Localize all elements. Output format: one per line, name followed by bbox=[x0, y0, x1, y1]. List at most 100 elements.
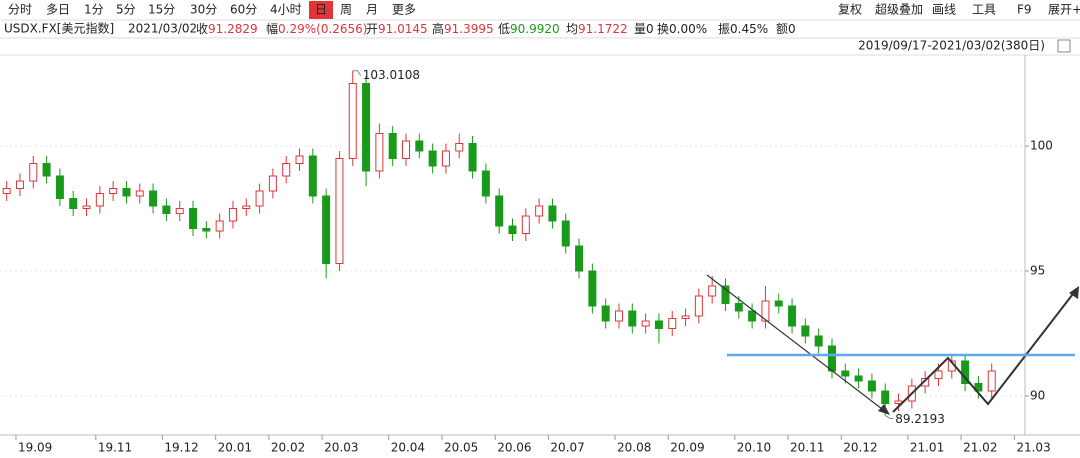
x-tick-label: 19.11 bbox=[98, 441, 132, 455]
tab[interactable]: 月 bbox=[366, 3, 378, 17]
min-pointer bbox=[884, 415, 894, 420]
candle-body bbox=[375, 133, 384, 172]
tab[interactable]: 更多 bbox=[392, 3, 416, 17]
quote-item: 开91.0145 bbox=[366, 22, 428, 36]
candle-body bbox=[694, 295, 703, 317]
candle-body bbox=[575, 245, 584, 272]
tab[interactable]: 5分 bbox=[116, 3, 136, 17]
arrow-head bbox=[1069, 286, 1079, 299]
tool[interactable]: F9 bbox=[1017, 3, 1032, 17]
candle-body bbox=[415, 140, 424, 152]
active-tab-bg bbox=[309, 1, 333, 19]
quote-item: 幅0.29%(0.2656) bbox=[266, 21, 368, 36]
candle-body bbox=[441, 150, 450, 167]
tab[interactable]: 多日 bbox=[46, 3, 70, 17]
candle-body bbox=[348, 83, 357, 159]
tool[interactable]: 复权 bbox=[838, 3, 862, 17]
candle-body bbox=[255, 190, 264, 207]
candle-body bbox=[175, 208, 184, 214]
tab[interactable]: 日 bbox=[315, 3, 327, 17]
x-tick-label: 20.11 bbox=[790, 441, 824, 455]
quote-label: 额 bbox=[776, 22, 788, 36]
candle-body bbox=[841, 370, 850, 377]
candle-body bbox=[588, 270, 597, 307]
candle-body bbox=[748, 310, 757, 322]
tab[interactable]: 分时 bbox=[8, 3, 32, 17]
quote-item: 额0 bbox=[776, 22, 796, 36]
candle-body bbox=[974, 383, 983, 392]
quote-value: 91.1722 bbox=[578, 22, 628, 36]
candle-body bbox=[601, 305, 610, 322]
x-tick-label: 20.07 bbox=[550, 441, 584, 455]
drawings bbox=[706, 274, 1079, 415]
tool[interactable]: 工具 bbox=[972, 3, 996, 17]
candle-body bbox=[402, 140, 411, 159]
candle-body bbox=[668, 318, 677, 329]
candle-body bbox=[721, 285, 730, 304]
candle-body bbox=[708, 285, 717, 297]
quote-item: 换0.00% bbox=[657, 22, 707, 36]
quote-item: 量0 bbox=[634, 22, 654, 36]
trend-line bbox=[706, 274, 887, 413]
candle-body bbox=[761, 300, 770, 322]
candle-body bbox=[428, 150, 437, 167]
min-label: 89.2193 bbox=[895, 412, 945, 426]
symbol: USDX.FX[美元指数] bbox=[4, 21, 114, 36]
quote-item: 高91.3995 bbox=[432, 21, 494, 36]
quote-label: 收 bbox=[196, 22, 208, 36]
tool[interactable]: 画线 bbox=[932, 3, 956, 17]
quote-value: 0 bbox=[788, 22, 796, 36]
quote-label: 换 bbox=[657, 22, 669, 36]
candle-body bbox=[149, 190, 158, 207]
candle-body bbox=[122, 188, 131, 197]
x-tick-label: 20.09 bbox=[670, 441, 704, 455]
candle-body bbox=[189, 208, 198, 229]
candle-body bbox=[641, 320, 650, 327]
tab[interactable]: 1分 bbox=[84, 3, 104, 17]
tool[interactable]: 展开+ bbox=[1048, 3, 1080, 17]
candle-body bbox=[82, 205, 91, 209]
candle-body bbox=[29, 163, 38, 182]
quote-label: 量 bbox=[634, 22, 646, 36]
candle-body bbox=[95, 193, 104, 207]
candle-body bbox=[362, 83, 371, 172]
candle-body bbox=[135, 190, 144, 197]
candle-body bbox=[42, 163, 51, 177]
candle-body bbox=[827, 345, 836, 372]
tab[interactable]: 30分 bbox=[190, 3, 217, 17]
candle-body bbox=[215, 220, 224, 232]
quote-label: 振 bbox=[718, 22, 730, 36]
candle-body bbox=[481, 170, 490, 197]
tab[interactable]: 15分 bbox=[148, 3, 175, 17]
max-pointer bbox=[352, 70, 362, 76]
candle-body bbox=[814, 335, 823, 347]
y-tick-label: 95 bbox=[1030, 264, 1045, 278]
quote-value: 0.00% bbox=[669, 22, 707, 36]
tab[interactable]: 4小时 bbox=[270, 3, 302, 17]
quote-date: 2021/03/02 bbox=[128, 22, 197, 36]
x-tick-label: 20.12 bbox=[843, 441, 877, 455]
quote-value: 91.3995 bbox=[444, 22, 494, 36]
candle-body bbox=[455, 143, 464, 152]
range-icon[interactable] bbox=[1057, 39, 1071, 53]
candle-body bbox=[202, 228, 211, 232]
tab[interactable]: 周 bbox=[340, 3, 352, 17]
x-tick-label: 20.06 bbox=[497, 441, 531, 455]
quote-label: 高 bbox=[432, 21, 444, 36]
x-tick-label: 20.02 bbox=[271, 441, 305, 455]
forecast-path bbox=[892, 289, 1077, 413]
candle-body bbox=[734, 303, 743, 312]
tool[interactable]: 超级叠加 bbox=[875, 2, 923, 17]
candle-body bbox=[162, 205, 171, 214]
candle-body bbox=[788, 305, 797, 327]
candle-body bbox=[322, 195, 331, 264]
x-tick-label: 20.10 bbox=[737, 441, 771, 455]
candle-body bbox=[628, 310, 637, 327]
candle-body bbox=[308, 155, 317, 197]
x-tick-label: 21.02 bbox=[963, 441, 997, 455]
candle-body bbox=[854, 375, 863, 382]
x-tick-label: 21.01 bbox=[910, 441, 944, 455]
tab[interactable]: 60分 bbox=[230, 3, 257, 17]
candle-body bbox=[388, 133, 397, 159]
